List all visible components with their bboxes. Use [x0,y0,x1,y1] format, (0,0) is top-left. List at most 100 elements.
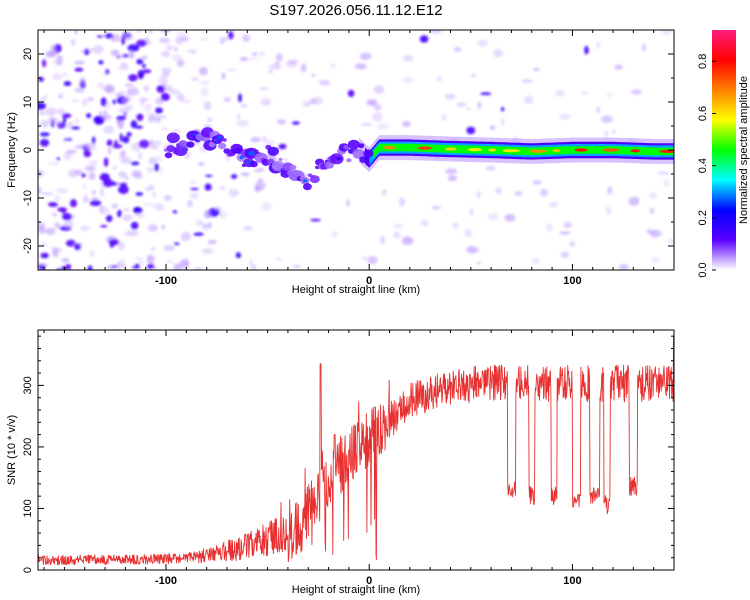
spectrogram-cell [56,157,61,161]
spectrogram-cell [199,221,203,225]
x-tick-label: -100 [155,275,177,287]
spectrogram-cell [89,250,95,258]
spectrogram-cell [258,178,263,182]
spectrogram-cell [103,125,115,134]
spectrogram-cell [514,191,523,196]
spectrogram-cell [149,144,159,150]
snr-x-axis-title: Height of straight line (km) [292,584,420,596]
spectrogram-cell [261,201,272,211]
snr-x-ticks: -100 0 100 [43,330,675,587]
spectrogram-cell [136,58,144,65]
spectrogram-cell [112,165,117,170]
spectrogram-cell [88,172,96,181]
spectrogram-cell [56,108,66,115]
spectrogram-cell [70,39,76,46]
spectrogram-cell [134,171,143,180]
spectrogram-cell [469,207,474,217]
spectrogram-cell [347,89,355,98]
spectrogram-cell [191,77,199,81]
spectrogram-cell [219,211,228,219]
spectrogram-cell [354,63,367,70]
spectrogram-cell [74,60,85,65]
spectrogram-cell [240,57,249,62]
spectrogram-cell [151,254,156,258]
spectrogram-cell [128,49,134,59]
y-tick-label: 200 [22,438,34,456]
spectrogram-cell [57,207,68,212]
colorbar-tick-label: 0.8 [697,54,709,69]
spectrogram-cell [452,221,459,230]
spectrogram-cell [203,101,212,111]
spectrogram-cell [485,165,496,171]
spectrogram-x-axis-title: Height of straight line (km) [292,284,420,296]
spectrogram-cell [292,264,301,269]
spectrogram-cell [118,107,130,114]
spectrogram-cell [141,55,148,60]
x-tick-label: -100 [155,575,177,587]
spectrogram-cell [197,162,205,166]
spectrogram-cell [262,135,266,142]
spectrogram-cell [274,257,283,261]
spectrogram-cell [207,240,217,245]
spectrogram-cell [80,225,90,232]
spectrogram-cell [176,32,188,36]
spectrogram-cell [108,239,120,246]
spectrogram-cell [147,113,157,123]
spectrogram-cell [79,77,86,85]
spectrogram-cell [106,139,113,147]
spectrogram-cell [56,121,63,126]
spectrogram-cell [559,231,571,235]
spectrogram-cell [402,55,414,62]
spectrogram-cell [584,45,589,55]
spectrogram-cell [54,222,61,229]
spectrogram-cell [540,189,549,197]
ridge-blob [343,144,350,150]
spectrogram-cell [268,64,275,71]
spectrogram-cell [136,113,144,122]
ridge-blob [363,149,374,158]
spectrogram-cell [275,53,283,62]
spectrogram-cell [66,149,77,154]
spectrogram-cell [172,210,178,214]
spectrogram-cell [207,117,212,122]
ridge-blob [329,153,344,165]
spectrogram-cell [128,74,138,82]
spectrogram-cell [220,36,228,42]
spectrogram-cell [113,53,124,58]
spectrogram-cell [82,183,87,190]
spectrogram-cell [142,63,146,69]
spectrogram-cell [650,257,661,263]
ridge-hotspot [529,149,547,153]
spectrogram-cell [288,60,299,64]
y-tick-label: 300 [22,376,34,394]
spectrogram-cell [607,186,613,195]
spectrogram-cell [310,218,321,222]
spectrogram-cell [62,117,67,124]
spectrogram-cell [122,232,135,236]
colorbar-tick-label: 0.6 [697,106,709,121]
spectrogram-cell [173,242,180,246]
ridge-blob [289,164,297,171]
spectrogram-cell [161,67,172,74]
spectrogram-cell [159,166,163,175]
spectrogram-cell [83,149,92,158]
spectrogram-cell [201,223,209,230]
spectrogram-cell [63,81,72,87]
spectrogram-cell [151,247,155,251]
spectrogram-cell [81,98,88,106]
spectrogram-cell [504,214,516,222]
colorbar-tick-label: 0.2 [697,210,709,225]
spectrogram-cell [190,187,199,191]
spectrogram-cell [240,172,250,177]
spectrogram-cell [179,259,190,269]
spectrogram-cell [231,174,238,179]
spectrogram-cell [495,186,502,195]
spectrogram-cell [152,190,156,198]
spectrogram-cell [112,144,123,149]
spectrogram-cell [125,83,134,87]
spectrogram-cell [630,89,642,95]
spectrogram-cell [118,185,129,194]
spectrogram-cell [130,221,139,230]
ridge-blob [336,156,342,161]
chart-title: S197.2026.056.11.12.E12 [269,2,442,19]
